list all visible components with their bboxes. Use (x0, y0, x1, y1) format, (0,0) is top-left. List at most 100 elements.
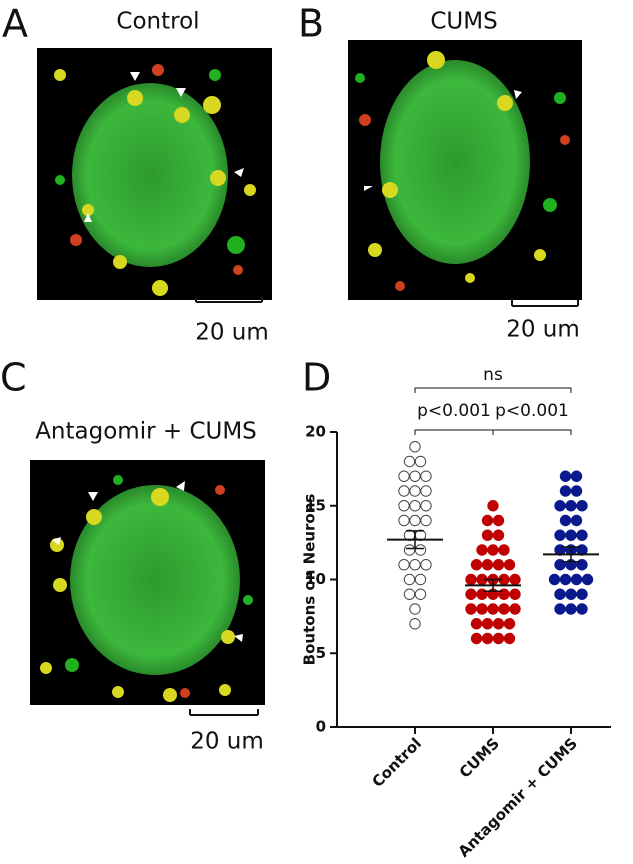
significance-bracket (492, 429, 572, 435)
data-point (481, 529, 494, 541)
data-point (498, 603, 510, 615)
data-point (548, 573, 561, 586)
data-point (492, 632, 505, 645)
data-point (570, 470, 583, 482)
panel-label: Control (116, 9, 199, 35)
panel-letter: C (0, 356, 27, 400)
data-point (409, 603, 421, 615)
data-point (503, 559, 516, 571)
data-point (409, 500, 421, 512)
data-point (492, 529, 505, 541)
data-point (559, 573, 572, 586)
y-tick-label: 0 (316, 718, 326, 736)
data-point (414, 455, 427, 468)
data-point (403, 544, 416, 556)
data-point (409, 514, 421, 527)
data-point (503, 618, 516, 630)
data-point (492, 559, 505, 571)
data-point (414, 588, 427, 600)
data-point (503, 632, 516, 645)
data-point (420, 514, 432, 527)
significance-bracket (414, 429, 494, 435)
data-point (403, 588, 416, 600)
data-point (570, 514, 583, 527)
data-point (554, 588, 566, 600)
error-bar (484, 578, 502, 593)
data-point (481, 514, 494, 527)
data-point (398, 500, 410, 512)
data-point (554, 500, 566, 512)
micrograph (37, 48, 272, 300)
data-point (470, 632, 483, 645)
data-point (409, 559, 421, 571)
y-tick-label: 10 (305, 570, 326, 588)
data-point (398, 485, 410, 497)
y-tick-label: 20 (305, 423, 326, 441)
data-point (559, 514, 572, 527)
data-point (581, 573, 594, 586)
data-point (509, 573, 521, 586)
y-tick-label: 5 (316, 644, 326, 662)
x-tick-label: Control (368, 734, 425, 791)
significance-label: p<0.001 (495, 401, 569, 421)
data-point (409, 618, 421, 630)
data-point (476, 603, 488, 615)
data-point (481, 559, 494, 571)
significance-label: ns (483, 365, 503, 385)
x-tick-label: CUMS (456, 734, 503, 781)
micrograph (30, 460, 265, 705)
data-point (465, 588, 477, 600)
data-point (481, 632, 494, 645)
significance-bracket (414, 387, 572, 393)
data-point (481, 618, 494, 630)
micrograph (348, 40, 582, 300)
data-point (398, 514, 410, 527)
data-point (398, 559, 410, 571)
data-point (420, 559, 432, 571)
data-point (565, 603, 577, 615)
data-point (559, 485, 572, 497)
data-point (487, 544, 499, 556)
panel-letter: A (2, 2, 28, 46)
data-point (409, 485, 421, 497)
data-point (509, 603, 521, 615)
significance-label: p<0.001 (417, 401, 491, 421)
error-bar (562, 546, 580, 563)
data-point (576, 603, 588, 615)
scale-label: 20 um (190, 729, 264, 755)
data-point (487, 603, 499, 615)
data-point (409, 470, 421, 482)
data-point (565, 500, 577, 512)
data-point (403, 573, 416, 586)
data-point (492, 514, 505, 527)
scale-label: 20 um (195, 320, 269, 346)
data-point (565, 529, 577, 541)
panel-label: CUMS (430, 9, 497, 35)
panel-letter: B (298, 2, 324, 46)
data-point (492, 618, 505, 630)
data-point (576, 588, 588, 600)
data-point (470, 618, 483, 630)
panel-letter: D (302, 356, 331, 400)
data-point (414, 573, 427, 586)
data-point (570, 573, 583, 586)
data-point (554, 529, 566, 541)
data-point (465, 573, 477, 586)
data-point (576, 529, 588, 541)
scale-label: 20 um (506, 317, 580, 343)
data-point (465, 603, 477, 615)
panel-label: Antagomir + CUMS (35, 419, 257, 445)
data-point (565, 588, 577, 600)
data-point (476, 544, 488, 556)
data-point (420, 485, 432, 497)
error-bar (406, 530, 424, 550)
data-point (409, 441, 421, 453)
data-point (398, 470, 410, 482)
data-point (470, 559, 483, 571)
data-point (414, 544, 427, 556)
data-point (487, 500, 499, 512)
data-point (509, 588, 521, 600)
y-tick-label: 15 (305, 496, 326, 514)
